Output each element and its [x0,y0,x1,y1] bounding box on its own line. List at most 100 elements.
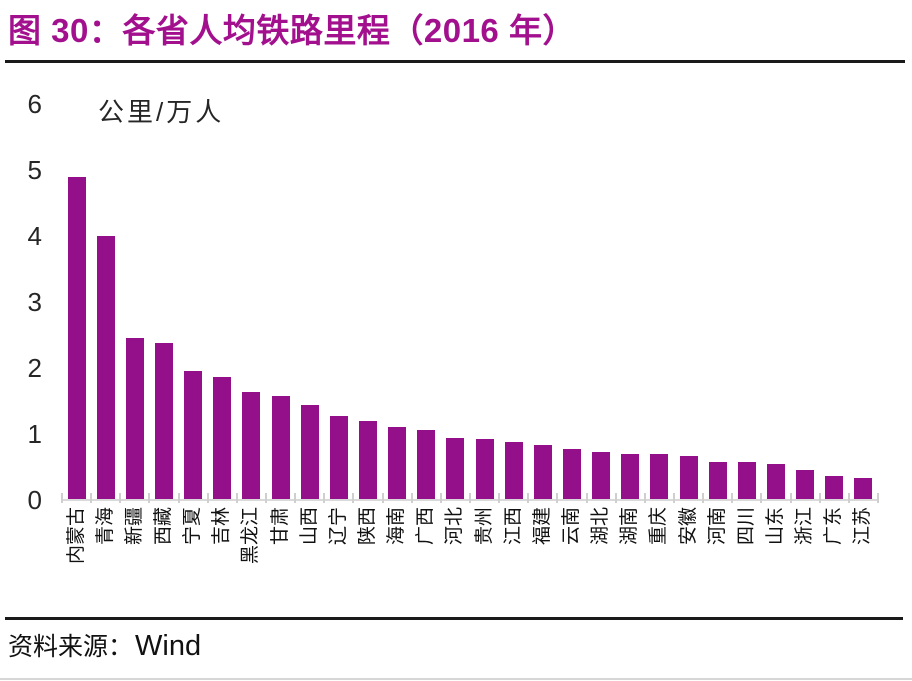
x-axis-label: 宁夏 [182,507,204,546]
x-label-cell: 内蒙古 [62,507,91,615]
axis-tick [177,493,180,503]
x-axis-label: 辽宁 [327,507,349,546]
axis-tick [877,493,879,503]
x-label-cell: 广东 [820,507,849,615]
bar-广西 [417,430,436,500]
x-axis-label: 广东 [823,507,845,546]
bar-cell [295,104,324,500]
source-value: Wind [135,630,202,662]
x-label-cell: 湖南 [616,507,645,615]
bar-cell [208,104,237,500]
x-label-cell: 江苏 [849,507,878,615]
x-axis-label: 山西 [298,507,320,546]
bar-cell [179,104,208,500]
y-axis-tick-label: 0 [27,485,42,515]
x-axis-labels: 内蒙古 青海 新疆 西藏 宁夏 吉林 黑龙江 甘肃 山西 辽宁 陕西 海南 广西 河北 贵州 江西 福建 云南 湖北… [62,507,878,615]
axis-tick [323,493,326,503]
bar-cell [441,104,470,500]
x-label-cell: 青海 [91,507,120,615]
x-axis-label: 海南 [386,507,408,546]
x-axis-label: 江苏 [852,507,874,546]
bottom-divider [0,678,912,680]
bar-cell [62,104,91,500]
bar-cell [91,104,120,500]
axis-tick [439,493,442,503]
bar-cell [820,104,849,500]
axis-tick [585,493,588,503]
x-axis-label: 江西 [502,507,524,546]
bar-山西 [300,404,319,500]
x-axis-label: 甘肃 [269,507,291,546]
source-label: 资料来源： [8,634,134,661]
bar-海南 [388,426,407,500]
y-axis-tick-label: 4 [27,221,42,251]
x-axis-label: 浙江 [794,507,816,546]
bar-宁夏 [184,371,203,500]
bar-辽宁 [329,416,348,500]
bar-cell [732,104,761,500]
bar-cell [703,104,732,500]
x-label-cell: 福建 [528,507,557,615]
x-label-cell: 贵州 [470,507,499,615]
x-axis-label: 西藏 [152,507,174,546]
bar-cell [761,104,790,500]
x-label-cell: 湖北 [587,507,616,615]
axis-tick [265,493,267,503]
bar-湖南 [621,453,640,500]
axis-tick [673,493,675,503]
bar-cell [353,104,382,500]
bar-西藏 [154,342,173,500]
y-axis-unit-label: 公里/万人 [98,97,225,127]
x-label-cell: 辽宁 [324,507,353,615]
x-label-cell: 重庆 [645,507,674,615]
x-label-cell: 江西 [499,507,528,615]
x-axis-label: 云南 [560,507,582,546]
axis-tick [556,493,559,503]
axis-tick [731,493,734,503]
bar-青海 [96,236,115,500]
axis-tick [789,493,792,503]
x-label-cell: 河南 [703,507,732,615]
bar-吉林 [213,376,232,500]
x-label-cell: 四川 [732,507,761,615]
x-axis-label: 河北 [444,507,466,546]
y-axis-tick-label: 2 [27,353,42,383]
x-label-cell: 新疆 [120,507,149,615]
bar-cell [120,104,149,500]
x-axis-label: 重庆 [648,507,670,546]
x-axis-label: 吉林 [211,507,233,546]
x-label-cell: 海南 [383,507,412,615]
bar-浙江 [796,470,815,500]
bar-云南 [562,449,581,500]
bar-黑龙江 [242,391,261,500]
bar-cell [412,104,441,500]
x-axis-label: 湖北 [590,507,612,546]
x-label-cell: 安徽 [674,507,703,615]
axis-tick [294,493,297,503]
bar-cell [266,104,295,500]
axis-tick [119,493,122,503]
x-axis-label: 山东 [764,507,786,546]
axis-tick [527,493,530,503]
bar-cell [791,104,820,500]
bar-陕西 [358,421,377,500]
x-label-cell: 陕西 [353,507,382,615]
bar-江苏 [854,477,873,500]
bar-cell [499,104,528,500]
bar-cell [237,104,266,500]
axis-tick [760,493,763,503]
x-label-cell: 云南 [557,507,586,615]
x-axis-label: 内蒙古 [65,507,87,565]
y-axis-tick-label: 5 [27,155,42,185]
x-axis-label: 青海 [94,507,116,546]
bar-cell [528,104,557,500]
axis-tick [702,493,705,503]
axis-tick [206,493,209,503]
axis-tick [90,493,93,503]
y-axis-tick-label: 3 [27,287,42,317]
y-axis: 0 1 2 3 4 5 6 [0,0,44,620]
axis-tick [381,493,384,503]
source-divider [5,617,903,620]
x-label-cell: 黑龙江 [237,507,266,615]
x-label-cell: 山东 [761,507,790,615]
